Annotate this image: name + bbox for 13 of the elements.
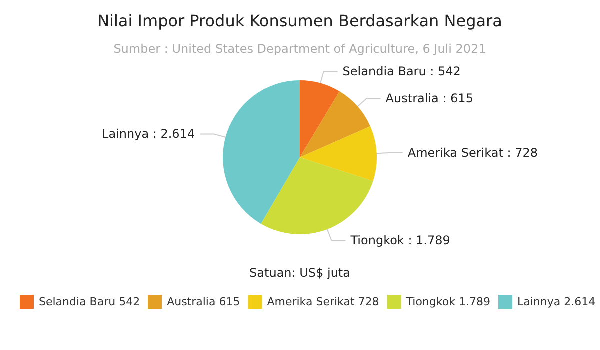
slice-label: Australia : 615: [386, 92, 474, 106]
legend-label: Australia 615: [167, 296, 240, 308]
chart-subtitle: Sumber : United States Department of Agriculture, 6 Juli 2021: [114, 42, 486, 56]
slice-label: Selandia Baru : 542: [342, 64, 461, 79]
chart-title: Nilai Impor Produk Konsumen Berdasarkan Negara: [98, 12, 502, 30]
legend-label: Amerika Serikat 728: [267, 296, 380, 308]
slice-label: Tiongkok : 1.789: [350, 234, 450, 248]
slice-label: Lainnya : 2.614: [102, 127, 196, 142]
legend-label: Tiongkok 1.789: [405, 296, 490, 308]
slice-label: Amerika Serikat : 728: [408, 146, 538, 160]
legend-label: Selandia Baru 542: [39, 296, 140, 308]
legend-label: Lainnya 2.614: [517, 296, 596, 308]
text: Satuan: US$ juta: [250, 266, 350, 280]
